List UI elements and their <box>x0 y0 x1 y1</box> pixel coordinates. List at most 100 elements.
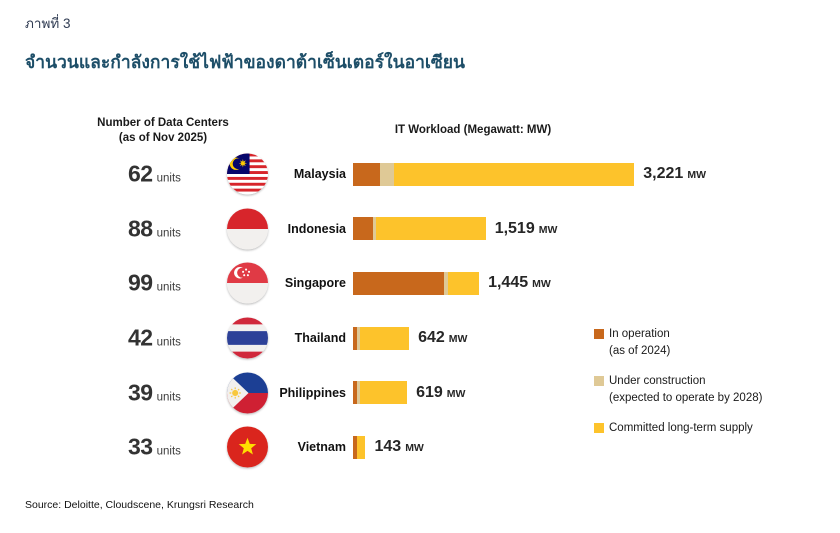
country-row: 88 units Indonesia 1,519 MW <box>0 202 840 257</box>
country-label: Singapore <box>284 276 346 291</box>
indonesia-flag-icon <box>227 208 268 250</box>
units-suffix: units <box>156 281 181 294</box>
bar-value: 3,221 MW <box>643 165 706 183</box>
mw-suffix: MW <box>538 223 558 236</box>
bar-segment-committed <box>359 381 408 405</box>
mw-suffix: MW <box>405 442 424 455</box>
bar-segment-committed <box>394 162 635 186</box>
mw-suffix: MW <box>532 278 551 291</box>
bar-value: 619 MW <box>416 384 465 402</box>
legend-under-construction-line1: Under construction <box>609 375 706 387</box>
country-label: Thailand <box>294 331 346 346</box>
under-construction-swatch-icon <box>594 376 604 386</box>
units-value: 62 <box>128 160 153 187</box>
bar-area: 642 MW <box>353 311 467 366</box>
bar-segment-committed <box>356 435 366 459</box>
units-group: 33 units <box>128 434 181 461</box>
bar-segment-in-operation <box>353 271 444 295</box>
committed-swatch-icon <box>594 423 604 433</box>
vietnam-flag-icon <box>227 426 268 468</box>
column-header-data-centers-line2: (as of Nov 2025) <box>118 132 208 144</box>
bar-value-number: 1,445 <box>488 274 529 292</box>
bar <box>353 217 486 241</box>
rows: 62 units Malaysia 3,221 MW 88 units Indo… <box>0 147 840 475</box>
figure-label: ภาพที่ 3 <box>25 16 71 31</box>
bar-segment-in-operation <box>353 217 374 241</box>
country-label: Indonesia <box>287 221 346 236</box>
legend-item-committed: Committed long-term supply <box>594 420 762 437</box>
bar-value-number: 143 <box>374 438 402 456</box>
bar <box>353 381 408 405</box>
bar-segment-under-construction <box>356 326 360 350</box>
units-suffix: units <box>156 445 181 458</box>
bar-value: 1,445 MW <box>488 274 551 292</box>
legend: In operation (as of 2024) Under construc… <box>594 326 762 437</box>
units-value: 33 <box>128 433 153 460</box>
bar-segment-committed <box>359 326 410 350</box>
bar <box>353 162 635 186</box>
country-label: Vietnam <box>297 440 346 455</box>
units-group: 42 units <box>128 325 181 352</box>
bar-value-number: 3,221 <box>643 165 684 183</box>
legend-under-construction-line2: (expected to operate by 2028) <box>609 392 763 404</box>
mw-suffix: MW <box>446 387 466 400</box>
bar-segment-under-construction <box>373 217 377 241</box>
bar-value: 642 MW <box>418 329 467 347</box>
bar-area: 1,445 MW <box>353 256 551 311</box>
bar-segment-committed <box>376 217 486 241</box>
thailand-flag-icon <box>227 317 268 359</box>
bar <box>353 326 410 350</box>
units-suffix: units <box>156 336 181 349</box>
bar-area: 3,221 MW <box>353 147 706 202</box>
source-note: Source: Deloitte, Cloudscene, Krungsri R… <box>25 499 254 511</box>
units-suffix: units <box>156 227 181 240</box>
units-group: 39 units <box>128 379 181 406</box>
country-row: 33 units Vietnam 143 MW <box>0 420 840 475</box>
units-group: 88 units <box>128 215 181 242</box>
mw-suffix: MW <box>448 333 468 346</box>
units-group: 99 units <box>128 270 181 297</box>
country-row: 39 units Philippines 619 MW <box>0 365 840 420</box>
units-value: 88 <box>128 215 153 242</box>
bar <box>353 271 480 295</box>
bar-area: 619 MW <box>353 365 465 420</box>
in-operation-swatch-icon <box>594 329 604 339</box>
units-value: 99 <box>128 269 153 296</box>
chart-title: จำนวนและกำลังการใช้ไฟฟ้าของดาต้าเซ็นเตอร… <box>25 52 465 72</box>
bar-value: 143 MW <box>374 438 423 456</box>
bar-area: 1,519 MW <box>353 202 557 257</box>
country-label: Philippines <box>279 385 346 400</box>
bar-segment-in-operation <box>353 162 381 186</box>
malaysia-flag-icon <box>227 153 268 195</box>
bar-value-number: 642 <box>418 329 445 347</box>
bar-area: 143 MW <box>353 420 424 475</box>
column-header-data-centers-line1: Number of Data Centers <box>97 117 229 129</box>
bar-value-number: 1,519 <box>494 219 535 237</box>
legend-in-operation-line1: In operation <box>609 328 670 340</box>
legend-item-under-construction: Under construction (expected to operate … <box>594 373 762 407</box>
bar-segment-in-operation <box>353 381 357 405</box>
bar-segment-in-operation <box>353 435 357 459</box>
bar-value-number: 619 <box>416 383 443 401</box>
mw-suffix: MW <box>687 169 706 182</box>
legend-in-operation-line2: (as of 2024) <box>609 345 671 357</box>
philippines-flag-icon <box>227 372 268 414</box>
bar-segment-under-construction <box>380 162 395 186</box>
country-label: Malaysia <box>293 167 346 182</box>
bar-value: 1,519 MW <box>495 220 558 238</box>
bar <box>353 435 366 459</box>
bar-segment-under-construction <box>356 381 360 405</box>
country-row: 62 units Malaysia 3,221 MW <box>0 147 840 202</box>
units-value: 42 <box>128 324 153 351</box>
units-suffix: units <box>156 391 181 404</box>
units-suffix: units <box>156 172 181 185</box>
legend-committed-line1: Committed long-term supply <box>609 422 753 434</box>
legend-item-in-operation: In operation (as of 2024) <box>594 326 762 360</box>
bar-segment-in-operation <box>353 326 357 350</box>
singapore-flag-icon <box>227 262 268 304</box>
units-value: 39 <box>128 379 153 406</box>
bar-segment-committed <box>447 271 480 295</box>
country-row: 42 units Thailand 642 MW <box>0 311 840 366</box>
column-header-data-centers: Number of Data Centers (as of Nov 2025) <box>58 116 268 146</box>
